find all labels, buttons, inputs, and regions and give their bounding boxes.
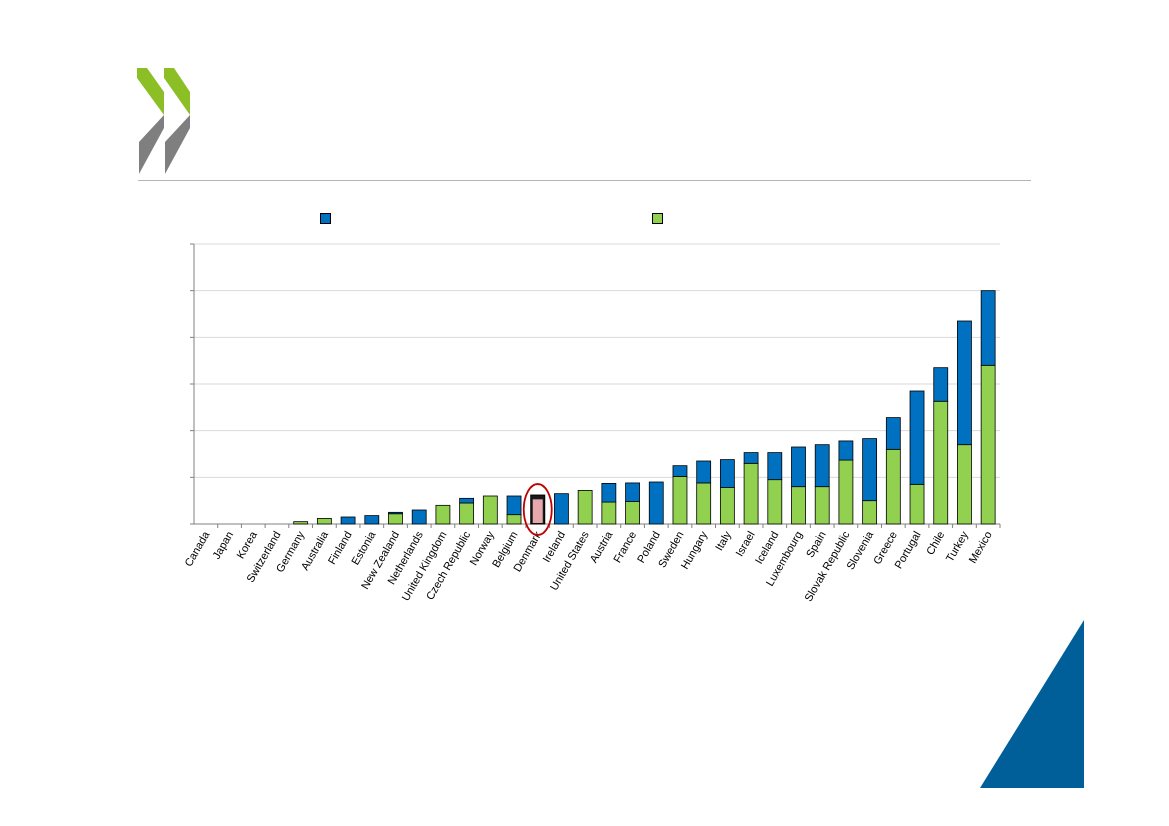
bar-israel-upper (743, 452, 759, 464)
bar-chile-upper (933, 367, 949, 402)
corner-triangle (980, 620, 1084, 788)
bar-new-zealand-lower (388, 513, 403, 525)
bar-austria-upper (601, 482, 617, 503)
legend-swatch-series-a (320, 213, 331, 224)
logo-chevron-grey-left (139, 115, 164, 174)
bar-chile-lower (933, 400, 949, 525)
bar-italy-lower (719, 487, 735, 525)
bar-hungary-upper (696, 460, 712, 484)
bar-austria-lower (601, 501, 617, 525)
bar-new-zealand-upper (388, 511, 403, 515)
bar-france-upper (625, 482, 640, 502)
bar-estonia-upper (364, 515, 380, 525)
x-tick-label-israel: Israel (734, 530, 758, 559)
bar-france-lower (625, 501, 640, 525)
x-tick-label-japan: Japan (211, 530, 236, 562)
bar-mexico-lower (980, 364, 996, 525)
bar-belgium-lower (506, 514, 522, 525)
legend-swatch-series-b (652, 213, 663, 224)
bar-denmark-lower (532, 499, 543, 523)
x-tick-label-korea: Korea (235, 529, 261, 561)
bar-portugal-lower (909, 483, 925, 525)
chart-legend (320, 213, 820, 227)
x-tick-label-italy: Italy (713, 529, 734, 553)
logo-chevron-green-right (164, 68, 190, 115)
logo-chevron-green-left (137, 68, 164, 115)
bar-iceland-upper (767, 452, 783, 481)
bar-sweden-upper (672, 465, 688, 477)
bar-netherlands-upper (411, 509, 427, 525)
x-tick-label-canada: Canada (183, 529, 213, 569)
bar-greece-lower (885, 448, 901, 525)
bar-norway-lower (482, 495, 498, 525)
bar-slovak-republic-upper (838, 440, 854, 461)
bar-czech-republic-lower (459, 502, 475, 525)
bar-mexico-upper (980, 290, 996, 366)
bar-sweden-lower (672, 475, 688, 525)
bar-iceland-lower (767, 479, 783, 525)
bar-australia-lower (316, 518, 332, 525)
bar-spain-upper (814, 444, 830, 488)
corner-triangle-decoration (980, 620, 1084, 788)
bar-luxembourg-lower (791, 486, 806, 525)
bar-germany-lower (293, 521, 309, 525)
bar-united-kingdom-lower (435, 504, 451, 525)
bar-finland-upper (340, 516, 356, 525)
bar-italy-upper (719, 459, 735, 489)
bar-slovenia-lower (862, 500, 878, 525)
bar-greece-upper (885, 417, 901, 450)
bar-israel-lower (743, 462, 759, 525)
bar-turkey-lower (957, 444, 972, 525)
bar-portugal-upper (909, 390, 925, 485)
bar-hungary-lower (696, 482, 712, 525)
bar-turkey-upper (957, 320, 972, 446)
bar-poland-upper (648, 481, 664, 525)
logo-chevron-grey-right (165, 115, 190, 174)
x-tick-label-spain: Spain (804, 530, 828, 560)
header-divider (138, 180, 1031, 181)
bar-czech-republic-upper (459, 497, 475, 504)
highlight-ring-denmark (522, 483, 553, 536)
bar-spain-lower (814, 486, 830, 525)
bar-belgium-upper (506, 495, 522, 516)
oecd-chevrons-logo (137, 68, 190, 174)
bar-slovenia-upper (862, 438, 878, 502)
bar-luxembourg-upper (791, 446, 806, 488)
bar-ireland-upper (554, 493, 569, 525)
x-tick-label-chile: Chile (924, 530, 947, 558)
bar-slovak-republic-lower (838, 459, 854, 525)
x-tick-label-mexico: Mexico (967, 529, 995, 565)
bar-united-states-lower (577, 489, 593, 525)
